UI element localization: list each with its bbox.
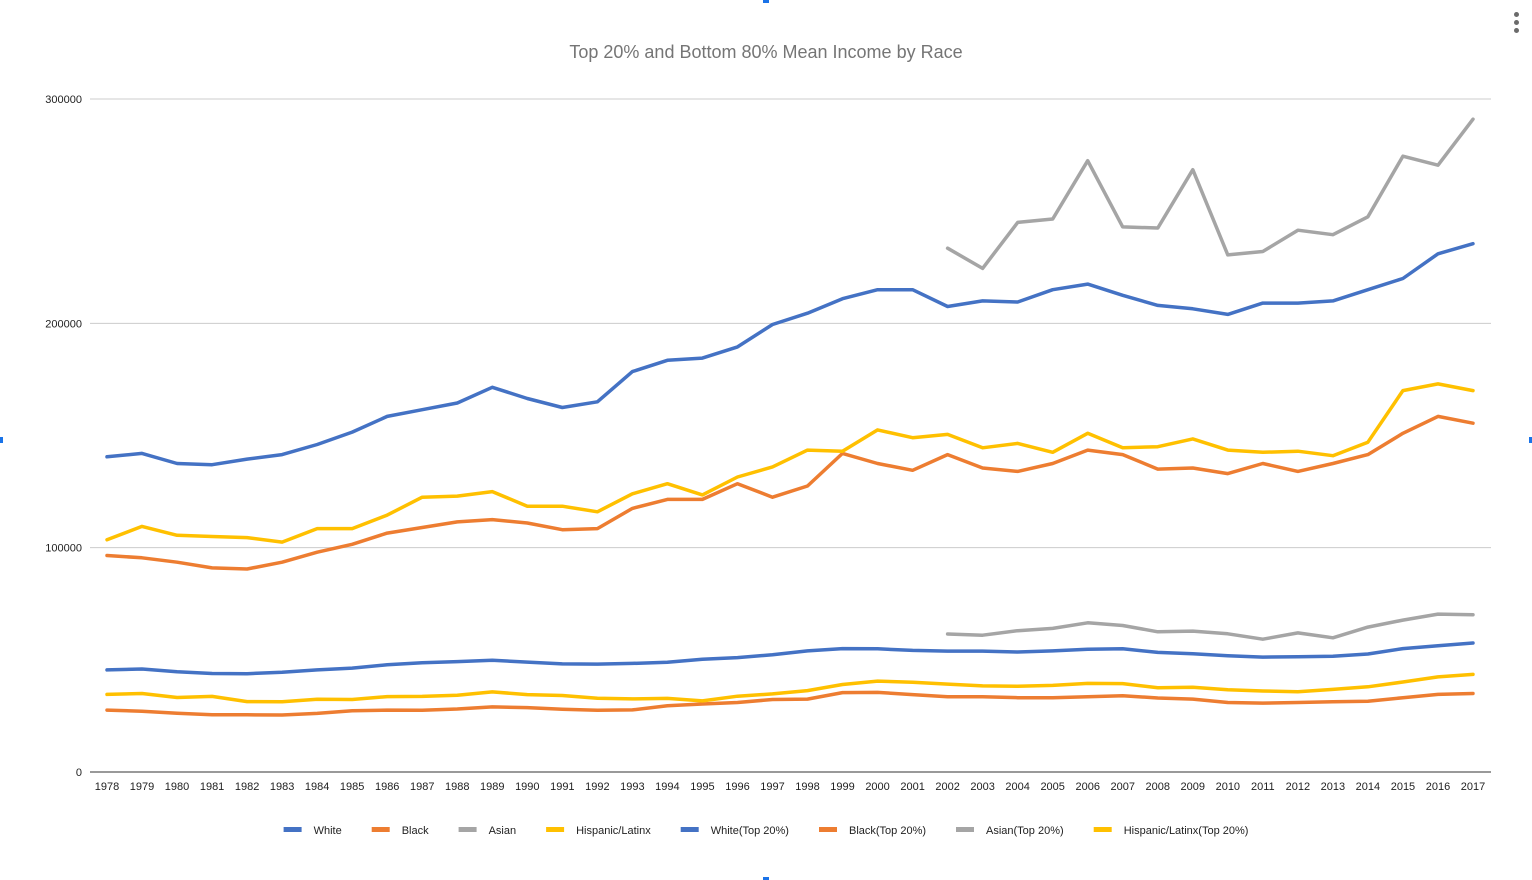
x-tick-label: 2006 [1075,781,1099,793]
resize-handle-right[interactable] [1529,437,1532,443]
x-axis-tick-labels: 1978 1979 1980 1981 1982 1983 1984 1985 1986 1987… [95,781,1485,793]
x-tick-label: 1983 [270,781,294,793]
x-tick-label: 2011 [1251,781,1275,793]
series-lines [105,117,1475,717]
x-tick-label: 1979 [130,781,154,793]
series-line-asian [945,612,1475,641]
x-tick-label: 2004 [1005,781,1029,793]
legend-swatch [1093,827,1112,832]
x-tick-label: 2009 [1181,781,1205,793]
legend-swatch [283,827,302,832]
legend-label: Black(Top 20%) [849,825,926,837]
x-tick-label: 1995 [690,781,714,793]
resize-handle-top[interactable] [763,0,769,3]
legend-label: Hispanic/Latinx(Top 20%) [1124,825,1249,837]
y-tick-label: 200000 [45,318,82,330]
y-tick-label: 0 [76,767,82,779]
legend-item[interactable]: White(Top 20%) [680,825,789,837]
x-tick-label: 2008 [1146,781,1170,793]
x-tick-label: 1985 [340,781,364,793]
legend-label: White(Top 20%) [711,825,789,837]
legend-item[interactable]: Black(Top 20%) [819,825,926,837]
legend-item[interactable]: Asian(Top 20%) [956,825,1064,837]
legend-item[interactable]: Asian [458,825,517,837]
x-tick-label: 1982 [235,781,259,793]
series-line-black [105,690,1475,717]
y-tick-label: 300000 [45,94,82,106]
x-tick-label: 1996 [725,781,749,793]
x-tick-label: 2015 [1391,781,1415,793]
legend-item[interactable]: Black [371,825,429,837]
series-line-asian-top-20 [945,117,1475,271]
x-tick-label: 1986 [375,781,399,793]
legend-item[interactable]: White [283,825,342,837]
legend-label: Hispanic/Latinx [576,825,651,837]
x-tick-label: 2002 [935,781,959,793]
series-line-white [105,641,1475,676]
series-line-white-top-20 [105,241,1475,467]
legend-label: Black [402,825,429,837]
x-tick-label: 1987 [410,781,434,793]
resize-handle-left[interactable] [0,437,3,443]
x-tick-label: 2016 [1426,781,1450,793]
resize-handle-bottom[interactable] [763,877,769,880]
series-line-black-top-20 [105,414,1475,571]
x-tick-label: 1984 [305,781,329,793]
x-tick-label: 2000 [865,781,889,793]
x-tick-label: 1990 [515,781,539,793]
x-tick-label: 1992 [585,781,609,793]
x-tick-label: 2010 [1216,781,1240,793]
legend-swatch [458,827,477,832]
legend-label: White [314,825,342,837]
x-tick-label: 1997 [760,781,784,793]
x-tick-label: 2017 [1461,781,1485,793]
legend-label: Asian(Top 20%) [986,825,1064,837]
legend-swatch [680,827,699,832]
legend-label: Asian [489,825,517,837]
y-tick-label: 100000 [45,543,82,555]
chart-menu-icon[interactable] [1512,12,1520,36]
legend-swatch [546,827,565,832]
y-axis-tick-labels: 0 100000 200000 300000 [45,94,82,779]
legend: White Black Asian Hispanic/Latinx White(Top … [283,825,1249,837]
x-tick-label: 1988 [445,781,469,793]
x-tick-label: 2005 [1040,781,1064,793]
gridlines [90,98,1491,773]
legend-item[interactable]: Hispanic/Latinx [546,825,651,837]
x-tick-label: 2001 [900,781,924,793]
x-tick-label: 1999 [830,781,854,793]
legend-swatch [819,827,837,832]
series-line-hispanic-latinx [105,672,1475,704]
x-tick-label: 2012 [1286,781,1310,793]
x-tick-label: 1998 [795,781,819,793]
x-tick-label: 2013 [1321,781,1345,793]
x-tick-label: 1981 [200,781,224,793]
x-tick-label: 2014 [1356,781,1380,793]
x-tick-label: 1991 [550,781,574,793]
x-tick-label: 1993 [620,781,644,793]
x-tick-label: 1994 [655,781,679,793]
legend-swatch [371,827,390,832]
x-tick-label: 1980 [165,781,189,793]
x-tick-label: 1978 [95,781,119,793]
legend-swatch [956,827,974,832]
x-tick-label: 1989 [480,781,504,793]
legend-item[interactable]: Hispanic/Latinx(Top 20%) [1093,825,1249,837]
series-line-hispanic-latinx-top-20 [105,382,1475,544]
x-tick-label: 2003 [970,781,994,793]
x-tick-label: 2007 [1111,781,1135,793]
chart-title: Top 20% and Bottom 80% Mean Income by Ra… [569,42,962,62]
